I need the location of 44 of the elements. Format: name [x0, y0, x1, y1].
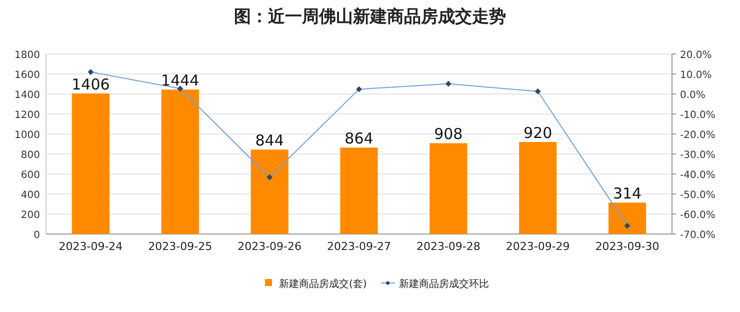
y-tick-label: 200 — [20, 210, 40, 221]
x-tick-label: 2023-09-25 — [148, 240, 212, 253]
bar — [519, 142, 557, 234]
y2-tick-label: 10.0% — [680, 70, 712, 81]
x-tick-label: 2023-09-30 — [595, 240, 660, 253]
y-tick-label: 0 — [34, 230, 40, 241]
y-tick-label: 1800 — [14, 50, 40, 61]
y-tick-label: 800 — [20, 150, 40, 161]
data-label: 314 — [612, 184, 642, 203]
x-tick-label: 2023-09-29 — [506, 240, 570, 253]
y2-tick-label: -70.0% — [680, 230, 716, 241]
data-label: 920 — [524, 124, 552, 142]
data-label: 844 — [255, 132, 284, 150]
legend-label: 新建商品房成交(套) — [279, 278, 367, 290]
y2-tick-label: -20.0% — [680, 130, 716, 141]
y2-tick-label: -30.0% — [680, 150, 716, 161]
legend-label: 新建商品房成交环比 — [398, 278, 489, 290]
x-tick-label: 2023-09-28 — [416, 240, 480, 253]
y-tick-label: 1600 — [14, 70, 40, 81]
x-tick-label: 2023-09-27 — [327, 240, 391, 253]
y-tick-label: 1200 — [14, 110, 40, 121]
bar — [430, 143, 468, 234]
y-tick-label: 600 — [20, 170, 40, 181]
y2-tick-label: -40.0% — [680, 170, 716, 181]
y2-tick-label: -60.0% — [680, 210, 716, 221]
bar — [608, 202, 646, 234]
y2-tick-label: 20.0% — [680, 50, 712, 61]
y2-tick-label: -50.0% — [680, 190, 716, 201]
bar — [72, 93, 110, 234]
data-label: 1406 — [72, 75, 110, 94]
y2-tick-label: 0.0% — [680, 90, 706, 101]
bar — [340, 148, 378, 234]
y2-tick-label: -10.0% — [680, 110, 716, 121]
data-label: 1444 — [161, 72, 200, 90]
data-label: 864 — [344, 130, 374, 148]
x-tick-label: 2023-09-24 — [58, 240, 123, 253]
x-tick-label: 2023-09-26 — [238, 240, 302, 253]
data-label: 908 — [434, 125, 463, 144]
bar — [161, 90, 199, 234]
bar — [250, 150, 288, 234]
chart-title: 图：近一周佛山新建商品房成交走势 — [234, 7, 506, 27]
y-tick-label: 1400 — [14, 90, 40, 101]
y-tick-label: 400 — [20, 190, 40, 201]
y-tick-label: 1000 — [14, 130, 40, 141]
